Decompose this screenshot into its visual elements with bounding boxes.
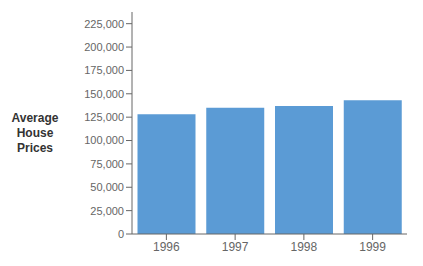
svg-text:225,000: 225,000 (84, 18, 124, 30)
svg-text:1999: 1999 (359, 240, 386, 254)
svg-text:1997: 1997 (222, 240, 249, 254)
html-text:Prices: Prices (17, 140, 53, 155)
svg-text:125,000: 125,000 (84, 111, 124, 123)
svg-text:175,000: 175,000 (84, 64, 124, 76)
svg-text:0: 0 (118, 228, 124, 240)
svg-text:50,000: 50,000 (90, 181, 124, 193)
svg-text:75,000: 75,000 (90, 158, 124, 170)
svg-text:100,000: 100,000 (84, 134, 124, 146)
svg-text:150,000: 150,000 (84, 88, 124, 100)
svg-text:1998: 1998 (291, 240, 318, 254)
svg-text:200,000: 200,000 (84, 41, 124, 53)
html-text:House: House (16, 125, 54, 140)
svg-text:1996: 1996 (153, 240, 180, 254)
html-text:Average: Average (11, 110, 59, 125)
svg-text:25,000: 25,000 (90, 205, 124, 217)
